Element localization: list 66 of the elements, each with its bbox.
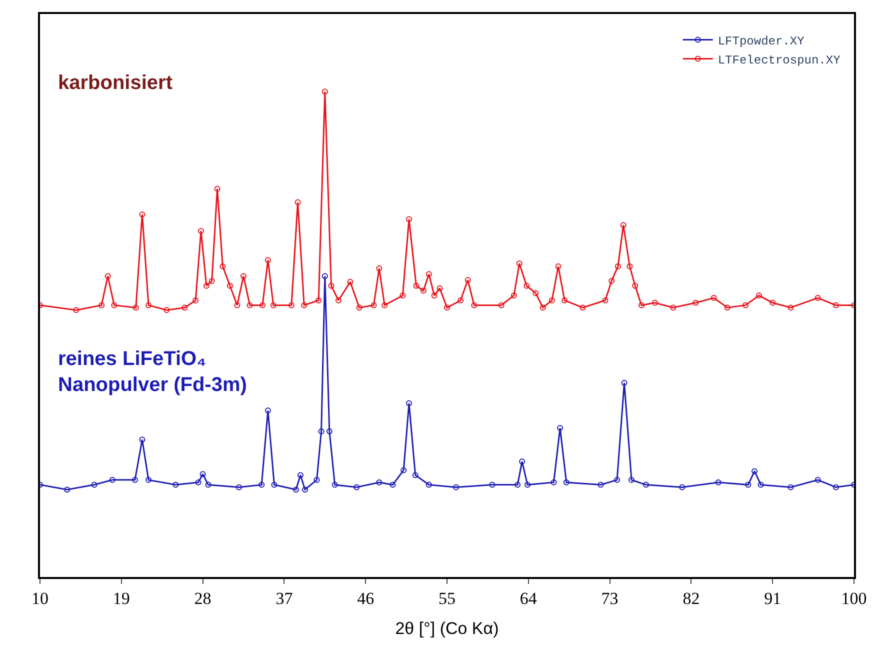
point (412, 472, 418, 478)
point (271, 482, 278, 488)
point (621, 380, 628, 386)
point (205, 482, 212, 488)
point (745, 482, 752, 488)
legend-label: LTFelectrospun.XY (718, 53, 840, 68)
x-tick-label: 28 (194, 589, 212, 608)
point (109, 476, 116, 483)
point (489, 482, 496, 488)
legend-label: LFTpowder.XY (718, 34, 804, 48)
point (524, 482, 530, 488)
point (614, 476, 620, 483)
point (550, 479, 557, 486)
x-axis-title: 2θ [°] (Co Kα) (395, 619, 499, 638)
point (139, 436, 146, 443)
point (715, 479, 722, 486)
annotation: karbonisiert (58, 72, 173, 94)
point (302, 486, 308, 493)
point (642, 482, 649, 488)
point (195, 479, 202, 486)
point (318, 428, 324, 434)
point (91, 482, 98, 488)
point (514, 482, 521, 488)
point (758, 482, 764, 488)
point (376, 479, 382, 486)
point (628, 476, 635, 483)
point (172, 482, 179, 488)
x-tick-label: 82 (682, 589, 700, 608)
point (563, 479, 570, 486)
point (453, 484, 460, 490)
point (406, 400, 412, 406)
point (814, 476, 821, 483)
point (314, 476, 320, 483)
point (400, 467, 407, 474)
point (519, 458, 526, 464)
x-tick-label: 91 (764, 589, 782, 608)
point (132, 476, 138, 483)
point (788, 484, 794, 490)
point (292, 486, 299, 493)
point (146, 476, 152, 483)
point (679, 484, 686, 490)
point (258, 482, 265, 488)
x-tick-label: 46 (357, 589, 374, 608)
point (390, 482, 396, 488)
point (557, 425, 564, 431)
point (64, 486, 70, 493)
x-tick-label: 55 (438, 589, 456, 608)
point (236, 484, 242, 490)
point (752, 468, 758, 474)
x-tick-label: 73 (601, 589, 618, 608)
point (598, 482, 604, 488)
point (354, 484, 360, 490)
x-tick-label: 64 (520, 589, 538, 608)
point (426, 482, 432, 488)
point (200, 471, 206, 478)
point (326, 428, 332, 434)
annotation: reines LiFeTiO₄ Nanopulver (Fd-3m) (58, 348, 247, 396)
x-tick-label: 100 (841, 589, 867, 608)
x-tick-label: 19 (112, 589, 130, 608)
point (832, 484, 839, 490)
point (264, 408, 271, 414)
x-tick-label: 10 (32, 589, 48, 608)
point (332, 482, 338, 488)
point (297, 472, 304, 478)
point (322, 273, 328, 280)
x-tick-label: 37 (276, 589, 294, 608)
